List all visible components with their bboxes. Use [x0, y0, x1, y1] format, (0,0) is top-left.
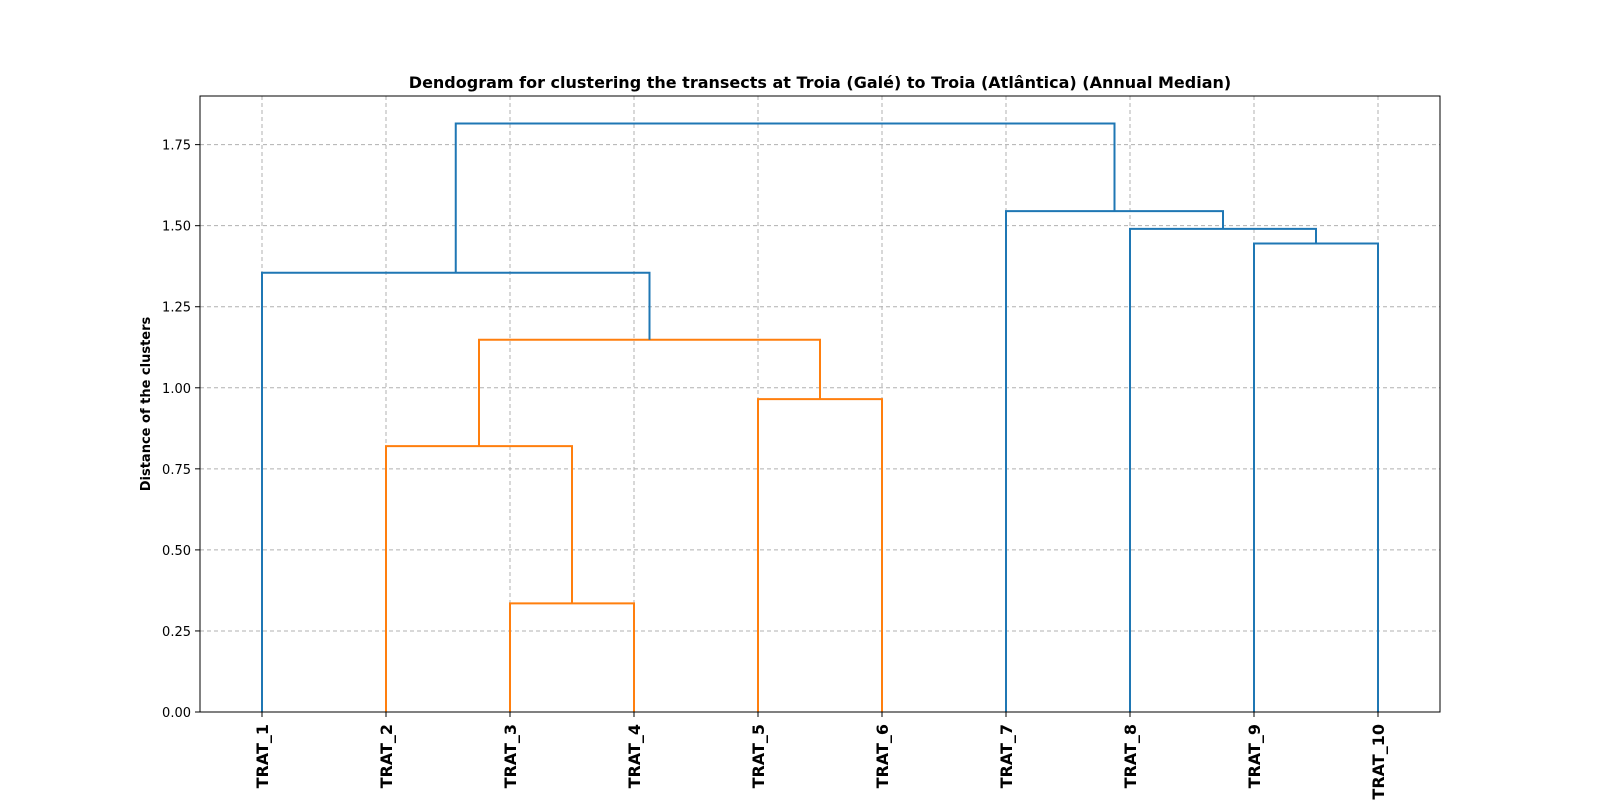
y-axis-label: Distance of the clusters — [139, 316, 154, 491]
x-axis-ticks: TRAT_1 TRAT_2 TRAT_3 TRAT_4 TRAT_5 TRAT_6 TRAT… — [253, 712, 1388, 800]
y-tick-label: 0.25 — [162, 625, 191, 640]
dendrogram-links — [261, 122, 1379, 712]
x-tick-label: TRAT_5 — [749, 724, 768, 788]
dendrogram-link — [757, 398, 883, 712]
y-tick-label: 0.50 — [162, 544, 191, 559]
y-tick-label: 1.75 — [162, 139, 191, 154]
y-tick-label: 1.00 — [162, 382, 191, 397]
x-tick-label: TRAT_4 — [625, 724, 644, 788]
dendrogram-link — [1129, 227, 1317, 712]
dendrogram-link — [261, 271, 651, 712]
plot-frame — [199, 95, 1441, 713]
y-tick-label: 0.75 — [162, 463, 191, 478]
x-tick-label: TRAT_10 — [1369, 724, 1388, 800]
y-tick-label: 1.25 — [162, 301, 191, 316]
x-tick-label: TRAT_6 — [873, 724, 892, 788]
x-tick-label: TRAT_7 — [997, 724, 1016, 788]
dendrogram-link — [1253, 242, 1379, 712]
dendrogram-link — [385, 445, 573, 712]
chart-title: Dendogram for clustering the transects a… — [409, 73, 1231, 92]
x-tick-label: TRAT_8 — [1121, 724, 1140, 788]
y-axis-ticks: 0.00 0.25 0.50 0.75 1.00 1.25 1.50 1.75 — [162, 139, 200, 721]
dendrogram-link — [509, 602, 635, 712]
x-tick-label: TRAT_9 — [1245, 724, 1264, 788]
y-tick-label: 0.00 — [162, 706, 191, 721]
y-tick-label: 1.50 — [162, 220, 191, 235]
dendrogram-link — [478, 338, 821, 447]
x-tick-label: TRAT_3 — [501, 724, 520, 788]
x-tick-label: TRAT_2 — [377, 724, 396, 788]
x-tick-label: TRAT_1 — [253, 724, 272, 788]
dendrogram-link — [454, 122, 1116, 273]
dendrogram-link — [1005, 210, 1224, 712]
